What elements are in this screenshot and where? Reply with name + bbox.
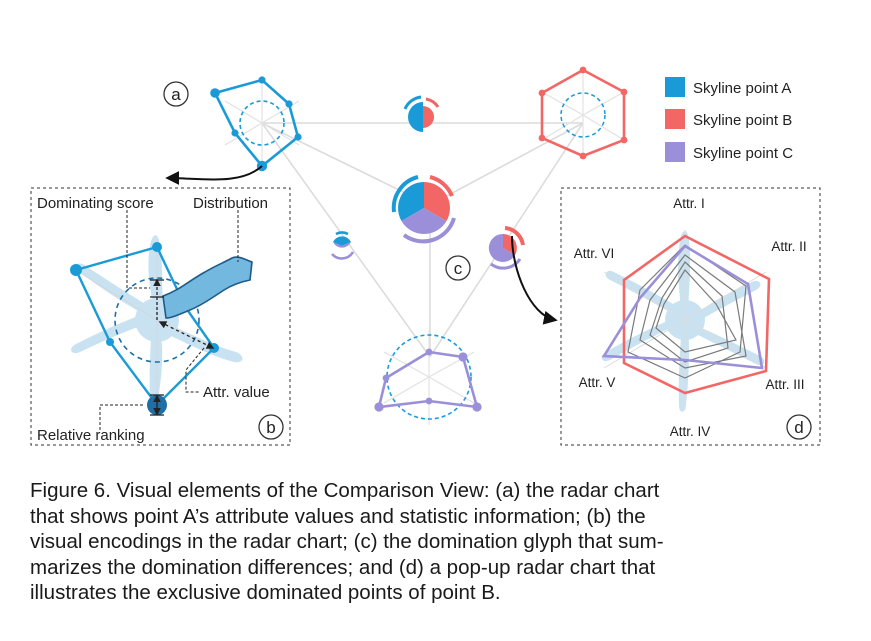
legend-label-c: Skyline point C [693, 145, 793, 162]
attr-value-label: Attr. value [203, 384, 270, 401]
panel-label-c: c [445, 255, 471, 281]
caption-line-2: that shows point A’s attribute values an… [30, 504, 646, 528]
legend-label-b: Skyline point B [693, 112, 792, 129]
legend-swatch-c [665, 142, 685, 162]
attr-i-label: Attr. I [673, 196, 705, 211]
domination-glyph-ab[interactable] [403, 95, 440, 132]
caption-line-3: visual encodings in the radar chart; (c)… [30, 530, 664, 553]
legend-label-a: Skyline point A [693, 80, 791, 97]
legend: Skyline point A Skyline point B Skyline … [665, 77, 793, 162]
distribution-ribbon [162, 256, 253, 319]
domination-glyph-center[interactable] [391, 175, 456, 244]
attr-ii-label: Attr. II [771, 239, 806, 254]
attr-iv-label: Attr. IV [670, 424, 711, 439]
svg-text:c: c [454, 259, 463, 278]
dominating-score-label: Dominating score [37, 195, 154, 212]
panel-b: Dominating score Distribution Attr. valu… [30, 187, 291, 446]
domination-glyph-ac[interactable] [331, 231, 355, 260]
svg-text:a: a [171, 85, 181, 104]
attr-iii-label: Attr. III [765, 377, 804, 392]
radar-chart-point-a[interactable] [210, 76, 302, 172]
radar-chart-point-c[interactable] [374, 330, 482, 425]
svg-text:b: b [266, 418, 275, 437]
domination-glyph-bc[interactable] [488, 226, 525, 270]
caption-line-4: marizes the domination differences; and … [30, 555, 656, 579]
distribution-label: Distribution [193, 195, 268, 212]
radar-chart-point-b[interactable] [538, 66, 628, 160]
panel-d: Attr. I Attr. II Attr. III Attr. IV Attr… [560, 187, 821, 446]
arrow-c-to-d [511, 235, 558, 325]
svg-text:d: d [794, 418, 803, 437]
legend-swatch-b [665, 109, 685, 129]
relative-ranking-label: Relative ranking [37, 427, 145, 444]
attr-v-label: Attr. V [579, 375, 616, 390]
attr-vi-label: Attr. VI [574, 246, 615, 261]
legend-swatch-a [665, 77, 685, 97]
caption-line-1: Figure 6. Visual elements of the Compari… [30, 479, 660, 502]
panel-label-d: d [786, 414, 812, 440]
figure-caption: Figure 6. Visual elements of the Compari… [30, 478, 830, 606]
panel-label-b: b [258, 414, 284, 440]
panel-label-a: a [163, 81, 189, 107]
arrow-a-to-b [165, 165, 263, 186]
caption-line-5: illustrates the exclusive dominated poin… [30, 581, 501, 604]
